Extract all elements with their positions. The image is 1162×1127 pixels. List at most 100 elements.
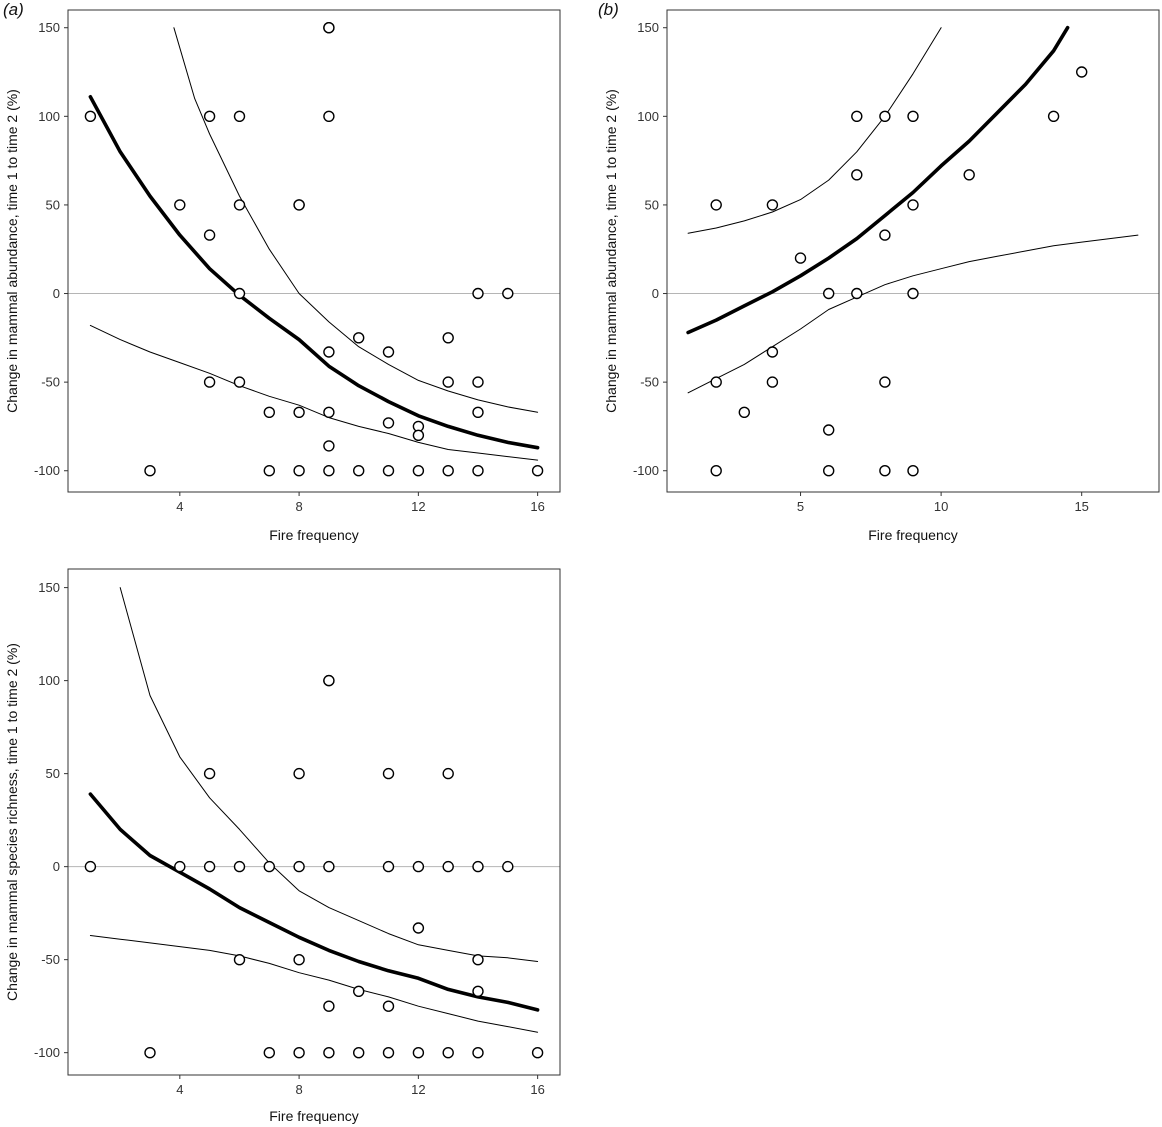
data-point bbox=[851, 110, 863, 123]
x-tick-label: 8 bbox=[295, 1082, 302, 1097]
data-point bbox=[823, 424, 835, 436]
y-tick-label: 100 bbox=[637, 109, 659, 124]
data-point bbox=[442, 860, 454, 873]
data-point bbox=[823, 287, 835, 300]
panel-label-b: (b) bbox=[598, 0, 619, 19]
data-point bbox=[851, 287, 863, 300]
data-point bbox=[382, 465, 395, 477]
y-axis-label: Change in mammal abundance, time 1 to ti… bbox=[4, 89, 20, 413]
data-point bbox=[1075, 66, 1088, 78]
data-point bbox=[293, 465, 305, 477]
data-point bbox=[263, 406, 275, 418]
data-point bbox=[323, 1000, 335, 1012]
y-tick-label: 0 bbox=[53, 859, 60, 874]
y-tick-label: -100 bbox=[34, 1045, 60, 1060]
x-tick-label: 16 bbox=[530, 1082, 544, 1097]
y-axis-label: Change in mammal abundance, time 1 to ti… bbox=[603, 89, 619, 413]
upper-ci-curve bbox=[119, 587, 539, 962]
data-point bbox=[766, 346, 779, 358]
data-point bbox=[323, 110, 335, 123]
y-tick-label: -50 bbox=[41, 952, 60, 967]
data-point bbox=[879, 110, 891, 123]
data-point bbox=[263, 860, 275, 873]
data-point bbox=[323, 674, 335, 687]
data-point bbox=[174, 860, 186, 873]
data-point bbox=[293, 954, 305, 966]
data-point bbox=[293, 406, 305, 418]
curves bbox=[88, 587, 540, 1033]
chart-panel-b: 5 10 15 -100 -50 0 50 100 150 Fire frequency Chang… bbox=[603, 9, 1160, 543]
x-tick-label: 12 bbox=[411, 1082, 425, 1097]
x-tick-label: 5 bbox=[797, 499, 804, 514]
y-tick-label: 0 bbox=[53, 286, 60, 301]
data-point bbox=[851, 169, 863, 181]
data-point bbox=[472, 376, 484, 388]
data-point bbox=[233, 860, 246, 873]
x-tick-label: 4 bbox=[176, 1082, 183, 1097]
y-axis-label: Change in mammal species richness, time … bbox=[4, 643, 20, 1001]
data-point bbox=[323, 22, 335, 34]
data-point bbox=[293, 767, 305, 780]
data-point bbox=[293, 1046, 305, 1059]
data-point bbox=[323, 1046, 335, 1059]
data-point bbox=[472, 465, 484, 477]
plot-frame bbox=[666, 9, 1160, 493]
data-point bbox=[203, 229, 216, 241]
data-point bbox=[710, 465, 722, 477]
data-point bbox=[412, 922, 425, 934]
data-point bbox=[879, 376, 891, 388]
y-tick-label: 150 bbox=[637, 20, 659, 35]
lower-ci-curve bbox=[89, 324, 539, 461]
plot-frame bbox=[67, 568, 561, 1076]
data-point bbox=[263, 465, 275, 477]
data-point bbox=[1047, 110, 1060, 123]
data-point bbox=[710, 199, 722, 211]
data-point bbox=[84, 860, 97, 873]
data-point bbox=[203, 376, 216, 388]
data-point bbox=[293, 860, 305, 873]
fitted-curve bbox=[88, 792, 540, 1012]
data-point bbox=[442, 465, 454, 477]
lower-ci-curve bbox=[687, 234, 1139, 394]
data-point bbox=[472, 1046, 484, 1059]
upper-ci-curve bbox=[687, 27, 942, 234]
data-point bbox=[963, 169, 975, 181]
x-tick-label: 15 bbox=[1074, 499, 1088, 514]
y-tick-label: 100 bbox=[38, 109, 60, 124]
data-point bbox=[323, 346, 335, 358]
data-point bbox=[353, 332, 365, 344]
data-point bbox=[323, 465, 335, 477]
data-point bbox=[442, 376, 454, 388]
data-point bbox=[233, 954, 246, 966]
y-tick-label: 150 bbox=[38, 580, 60, 595]
data-point bbox=[323, 440, 335, 452]
data-point bbox=[879, 465, 891, 477]
y-tick-label: -100 bbox=[633, 463, 659, 478]
y-tick-label: -100 bbox=[34, 463, 60, 478]
data-point bbox=[472, 985, 484, 997]
y-tick-label: 0 bbox=[652, 286, 659, 301]
data-point bbox=[293, 199, 305, 211]
data-point bbox=[766, 199, 779, 211]
data-point bbox=[174, 199, 186, 211]
x-tick-label: 8 bbox=[295, 499, 302, 514]
data-point bbox=[203, 110, 216, 123]
data-point bbox=[382, 1000, 395, 1012]
data-point bbox=[794, 252, 807, 264]
y-tick-label: 50 bbox=[46, 766, 60, 781]
lower-ci-curve bbox=[89, 935, 539, 1033]
data-point bbox=[710, 376, 722, 388]
data-point bbox=[502, 287, 514, 300]
data-point bbox=[442, 332, 454, 344]
x-axis-label: Fire frequency bbox=[269, 1108, 358, 1124]
data-point bbox=[323, 860, 335, 873]
data-point bbox=[382, 860, 395, 873]
x-tick-label: 16 bbox=[530, 499, 544, 514]
x-tick-label: 10 bbox=[934, 499, 948, 514]
data-point bbox=[203, 767, 216, 780]
data-point bbox=[382, 346, 395, 358]
x-tick-label: 4 bbox=[176, 499, 183, 514]
y-tick-label: -50 bbox=[640, 375, 659, 390]
fitted-curve bbox=[88, 95, 540, 450]
